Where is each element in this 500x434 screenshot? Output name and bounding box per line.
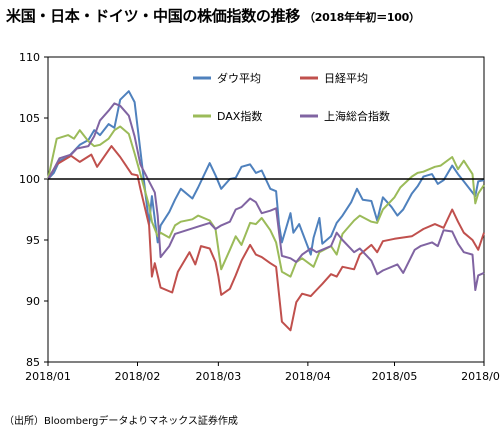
legend-label-3: DAX指数 <box>217 109 262 123</box>
chart-title-main: 米国・日本・ドイツ・中国の株価指数の推移 <box>6 7 301 25</box>
x-tick-label: 2018/01 <box>25 370 71 383</box>
series-line-4 <box>47 102 485 291</box>
x-tick-label: 2018/06 <box>461 370 500 383</box>
source-note: （出所）Bloombergデータよりマネックス証券作成 <box>4 416 238 427</box>
chart-legend: ダウ平均 日経平均 DAX指数 上海総合指数 <box>193 71 390 123</box>
x-tick-label: 2018/03 <box>196 370 242 383</box>
x-tick-label: 2018/05 <box>372 370 418 383</box>
x-tick-label: 2018/02 <box>115 370 161 383</box>
y-tick-label: 105 <box>19 112 40 125</box>
y-tick-label: 85 <box>26 356 40 369</box>
series-line-1 <box>47 90 485 256</box>
chart-series <box>47 90 485 332</box>
legend-label-1: ダウ平均 <box>217 71 261 85</box>
plot-frame <box>47 56 485 363</box>
y-tick-label: 100 <box>19 173 40 186</box>
chart-title: 米国・日本・ドイツ・中国の株価指数の推移 （2018年年初＝100） <box>6 5 420 26</box>
series-line-2 <box>47 145 485 332</box>
legend-label-4: 上海総合指数 <box>324 109 390 123</box>
series-line-3 <box>47 125 485 278</box>
legend-label-2: 日経平均 <box>324 72 368 85</box>
x-tick-label: 2018/04 <box>285 370 331 383</box>
y-tick-label: 110 <box>19 51 40 64</box>
chart-title-sub: （2018年年初＝100） <box>304 11 420 24</box>
y-tick-label: 95 <box>26 234 40 247</box>
y-tick-label: 90 <box>26 295 40 308</box>
chart-axes: 85 90 95 100 105 110 2018/01 2018/02 2018/03 2018… <box>19 51 500 383</box>
